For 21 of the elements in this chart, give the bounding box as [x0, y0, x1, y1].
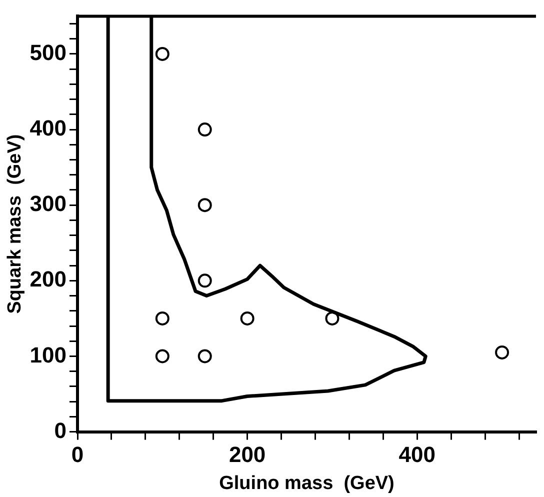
point [198, 122, 212, 137]
point [240, 311, 254, 326]
x-tick-label: 200 [228, 442, 266, 468]
y-tick-label: 100 [30, 342, 67, 368]
x-axis-title: Gluino mass (GeV) [219, 472, 394, 494]
y-tick-label: 300 [30, 191, 67, 216]
point [198, 274, 212, 288]
point [495, 345, 510, 360]
point [155, 46, 170, 61]
x-tick-label: 0 [71, 442, 84, 468]
y-tick-label: 200 [30, 266, 67, 292]
x-tick-label: 400 [398, 442, 436, 468]
y-axis-title: Squark mass (GeV) [4, 134, 26, 314]
point [325, 311, 340, 326]
point [198, 198, 212, 212]
point [155, 311, 170, 326]
point [155, 349, 170, 364]
point [198, 349, 212, 364]
y-tick-label: 0 [54, 418, 67, 443]
y-tick-label: 500 [30, 40, 67, 66]
y-tick-label: 400 [30, 116, 67, 141]
